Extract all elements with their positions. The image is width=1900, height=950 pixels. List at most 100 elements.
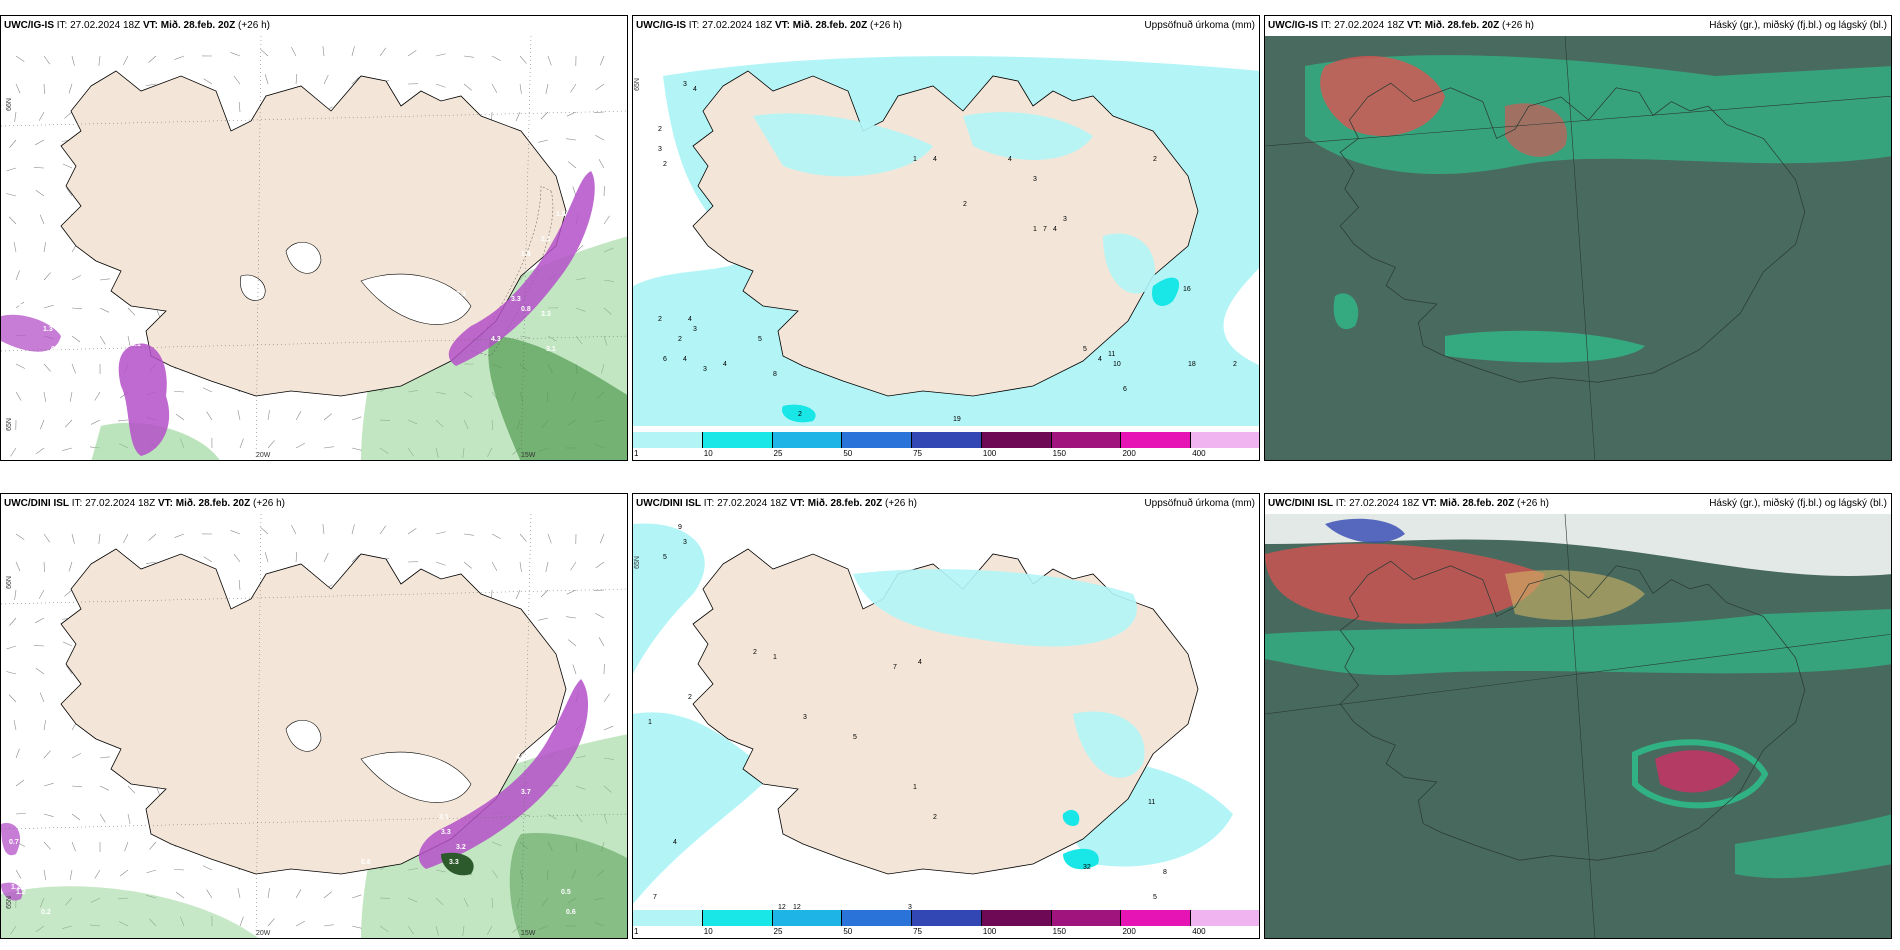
- wind-barb: [15, 301, 25, 309]
- precip-value: 11: [1108, 351, 1116, 358]
- wind-barb: [230, 530, 241, 535]
- graticule: [1, 813, 627, 830]
- wind-barb: [575, 244, 584, 253]
- purple-band-dark: [441, 852, 474, 876]
- wind-barb: [15, 270, 20, 281]
- precip-value: 1: [1033, 226, 1037, 233]
- wind-barb: [15, 561, 21, 572]
- purple-band: [1, 314, 61, 352]
- precip-value: 2: [1233, 361, 1237, 368]
- wind-barb: [322, 46, 325, 57]
- wind-barb: [566, 111, 577, 117]
- cloud-green: [1305, 55, 1891, 175]
- colorbar-label: 200: [1122, 927, 1136, 936]
- precip-value: 19: [953, 416, 961, 423]
- wind-barb: [295, 921, 305, 927]
- wind-barb: [203, 78, 213, 85]
- wind-barb: [71, 55, 75, 66]
- wind-barb: [35, 447, 45, 455]
- wind-barb: [260, 527, 269, 535]
- lead-time: (+26 h): [238, 20, 270, 31]
- wind-barb: [124, 841, 129, 852]
- wind-barb: [90, 419, 101, 425]
- colorbar-label: 1: [634, 449, 639, 458]
- wind-barb: [71, 753, 82, 759]
- wind-value: 4.3: [516, 754, 526, 761]
- wind-barb: [35, 667, 45, 675]
- wind-barb: [15, 812, 26, 815]
- wind-barb: [99, 335, 106, 345]
- wind-barb: [43, 750, 51, 759]
- wind-barb: [127, 785, 136, 794]
- wind-barb: [15, 779, 25, 787]
- panel-header: UWC/DINI ISL IT: 27.02.2024 18Z VT: Mið.…: [1, 494, 627, 514]
- cloud-map: [1265, 514, 1891, 938]
- graticule: [1, 110, 627, 127]
- wind-barb: [599, 55, 605, 66]
- panel-title: Uppsöfnuð úrkoma (mm): [1144, 20, 1255, 31]
- precip-value: 1: [913, 156, 917, 163]
- wind-barb: [379, 525, 387, 535]
- wind-barb: [71, 307, 82, 310]
- wind-barb: [202, 387, 213, 393]
- colorbar-label: 100: [982, 927, 997, 936]
- wind-value: 0.6: [566, 909, 576, 916]
- precip-value: 3: [693, 326, 697, 333]
- cloud-red: [1265, 543, 1545, 624]
- wind-barb: [237, 888, 241, 899]
- wind-barb: [175, 413, 185, 421]
- wind-barb: [351, 416, 362, 421]
- wind-value: 1.2: [16, 889, 26, 896]
- wind-barb: [233, 553, 241, 563]
- wind-barb: [595, 561, 605, 569]
- wind-barb: [323, 552, 329, 563]
- purple-band: [448, 171, 595, 366]
- wind-value: 1.6: [451, 311, 461, 318]
- wind-barb: [594, 589, 605, 591]
- wind-barb: [99, 813, 106, 823]
- wind-barb: [174, 533, 185, 538]
- colorbar-label: 200: [1122, 449, 1136, 458]
- wind-barb: [323, 74, 329, 85]
- glacier: [285, 720, 322, 752]
- wind-barb: [435, 83, 446, 88]
- wind-barb: [174, 390, 185, 393]
- model-name: UWC/DINI ISL: [4, 498, 69, 509]
- wind-barb: [603, 693, 610, 703]
- colorbar-label: 150: [1052, 927, 1067, 936]
- wind-barb: [568, 161, 577, 169]
- wind-barb: [570, 561, 577, 571]
- wind-barb: [43, 813, 54, 818]
- lat-label: 66N: [5, 576, 13, 589]
- cloud-map: [1265, 36, 1891, 460]
- wind-barb: [267, 410, 270, 421]
- iceland-outline: [1339, 560, 1806, 861]
- wind-value: 3.3: [449, 859, 459, 866]
- wind-barb: [206, 411, 213, 421]
- wind-barb: [146, 561, 157, 564]
- precip-value: 7: [1043, 226, 1047, 233]
- wind-barb: [43, 363, 51, 372]
- wind-barb: [491, 533, 501, 540]
- colorbar-swatch: [772, 910, 843, 926]
- precip-value: 3: [908, 904, 912, 911]
- valid-time: VT: Mið. 28.feb. 20Z: [789, 498, 883, 509]
- wind-barb: [15, 748, 20, 759]
- wind-barb: [463, 55, 474, 58]
- wind-barb: [99, 756, 110, 759]
- lat-label: 65N: [633, 78, 641, 91]
- precip-value: 4: [693, 86, 697, 93]
- wind-barb: [202, 865, 213, 871]
- model-name: UWC/DINI ISL: [1268, 498, 1333, 509]
- purple-band: [1, 882, 23, 901]
- wind-barb: [598, 159, 605, 169]
- colorbar-label: 75: [913, 449, 923, 458]
- wind-barb: [69, 869, 73, 880]
- precip-value: 3: [683, 81, 687, 88]
- valid-time: VT: Mið. 28.feb. 20Z: [774, 20, 868, 31]
- wind-value: 0.8: [521, 306, 531, 313]
- wind-barb: [9, 139, 17, 148]
- wind-barb: [68, 83, 73, 94]
- wind-barb: [351, 554, 360, 563]
- precip-value: 4: [918, 659, 922, 666]
